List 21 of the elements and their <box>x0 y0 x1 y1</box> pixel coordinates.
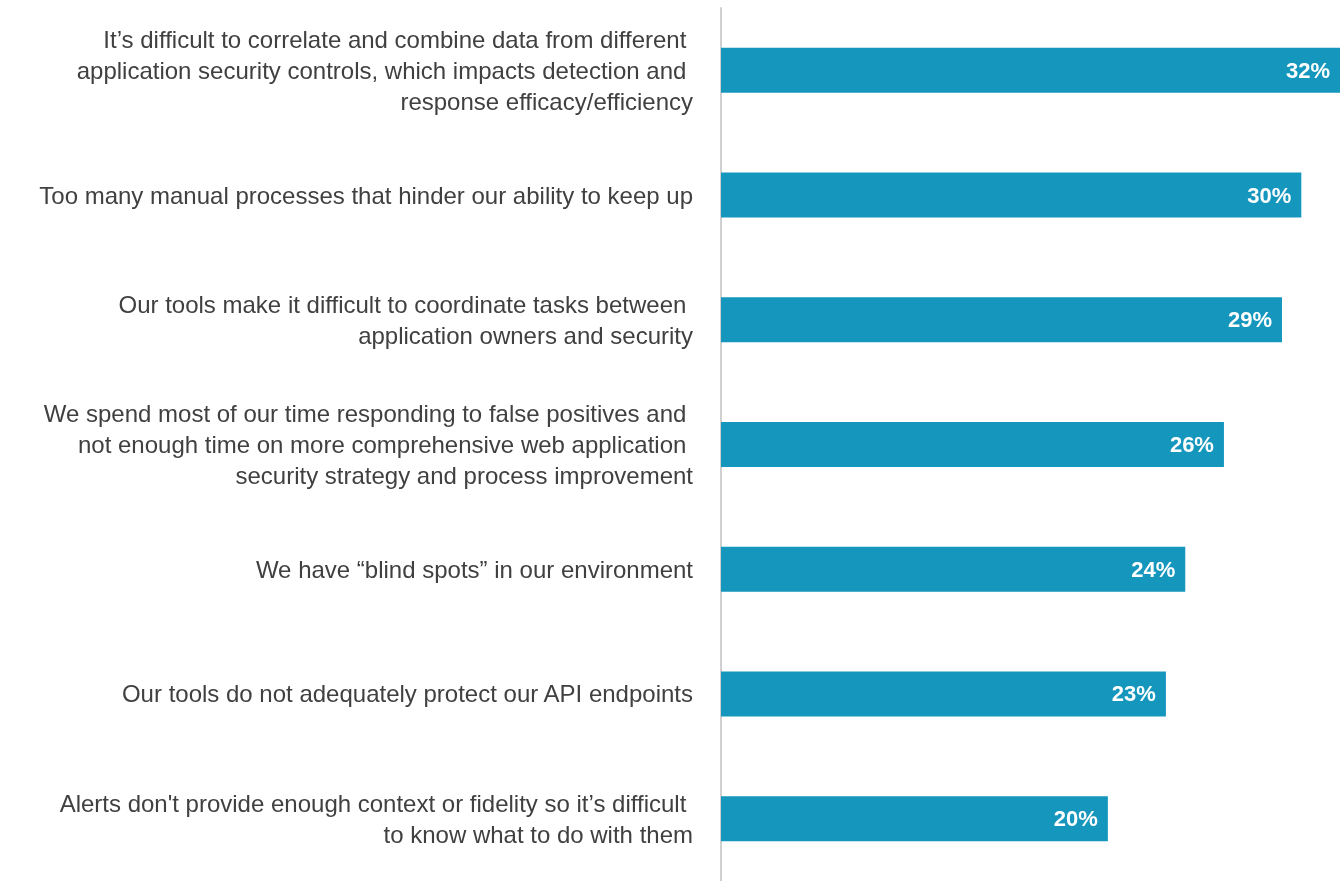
data-label: 32% <box>1285 57 1330 83</box>
y-tick-label: Our tools make it difficult to coordinate tasks between application owners and security <box>118 290 693 349</box>
y-tick-label: Alerts don't provide enough context or fidelity so it’s difficult to know what to do with them <box>59 789 693 848</box>
data-label: 26% <box>1169 432 1214 457</box>
y-tick-label: It’s difficult to correlate and combine data from different application security controls, which impacts detection and response efficacy/efficiency <box>76 25 693 115</box>
data-label: 20% <box>1053 806 1098 832</box>
y-tick-label: Our tools do not adequately protect our API endpoints <box>121 680 693 708</box>
bar <box>721 796 1108 842</box>
data-label: 29% <box>1227 307 1272 333</box>
y-tick-label: We have “blind spots” in our environment <box>255 555 694 583</box>
bar <box>721 47 1340 93</box>
bar <box>721 172 1302 218</box>
bar <box>721 297 1282 343</box>
y-tick-label: We spend most of our time responding to false positives and not enough time on more comprehensive web application security strategy and process improvement <box>43 400 694 489</box>
data-label: 30% <box>1247 182 1292 208</box>
data-label: 24% <box>1131 556 1176 582</box>
bar <box>721 546 1186 592</box>
bar <box>721 422 1224 467</box>
bar <box>721 671 1166 717</box>
data-label: 23% <box>1111 681 1156 707</box>
y-tick-label: Too many manual processes that hinder our ability to keep up <box>39 181 693 209</box>
